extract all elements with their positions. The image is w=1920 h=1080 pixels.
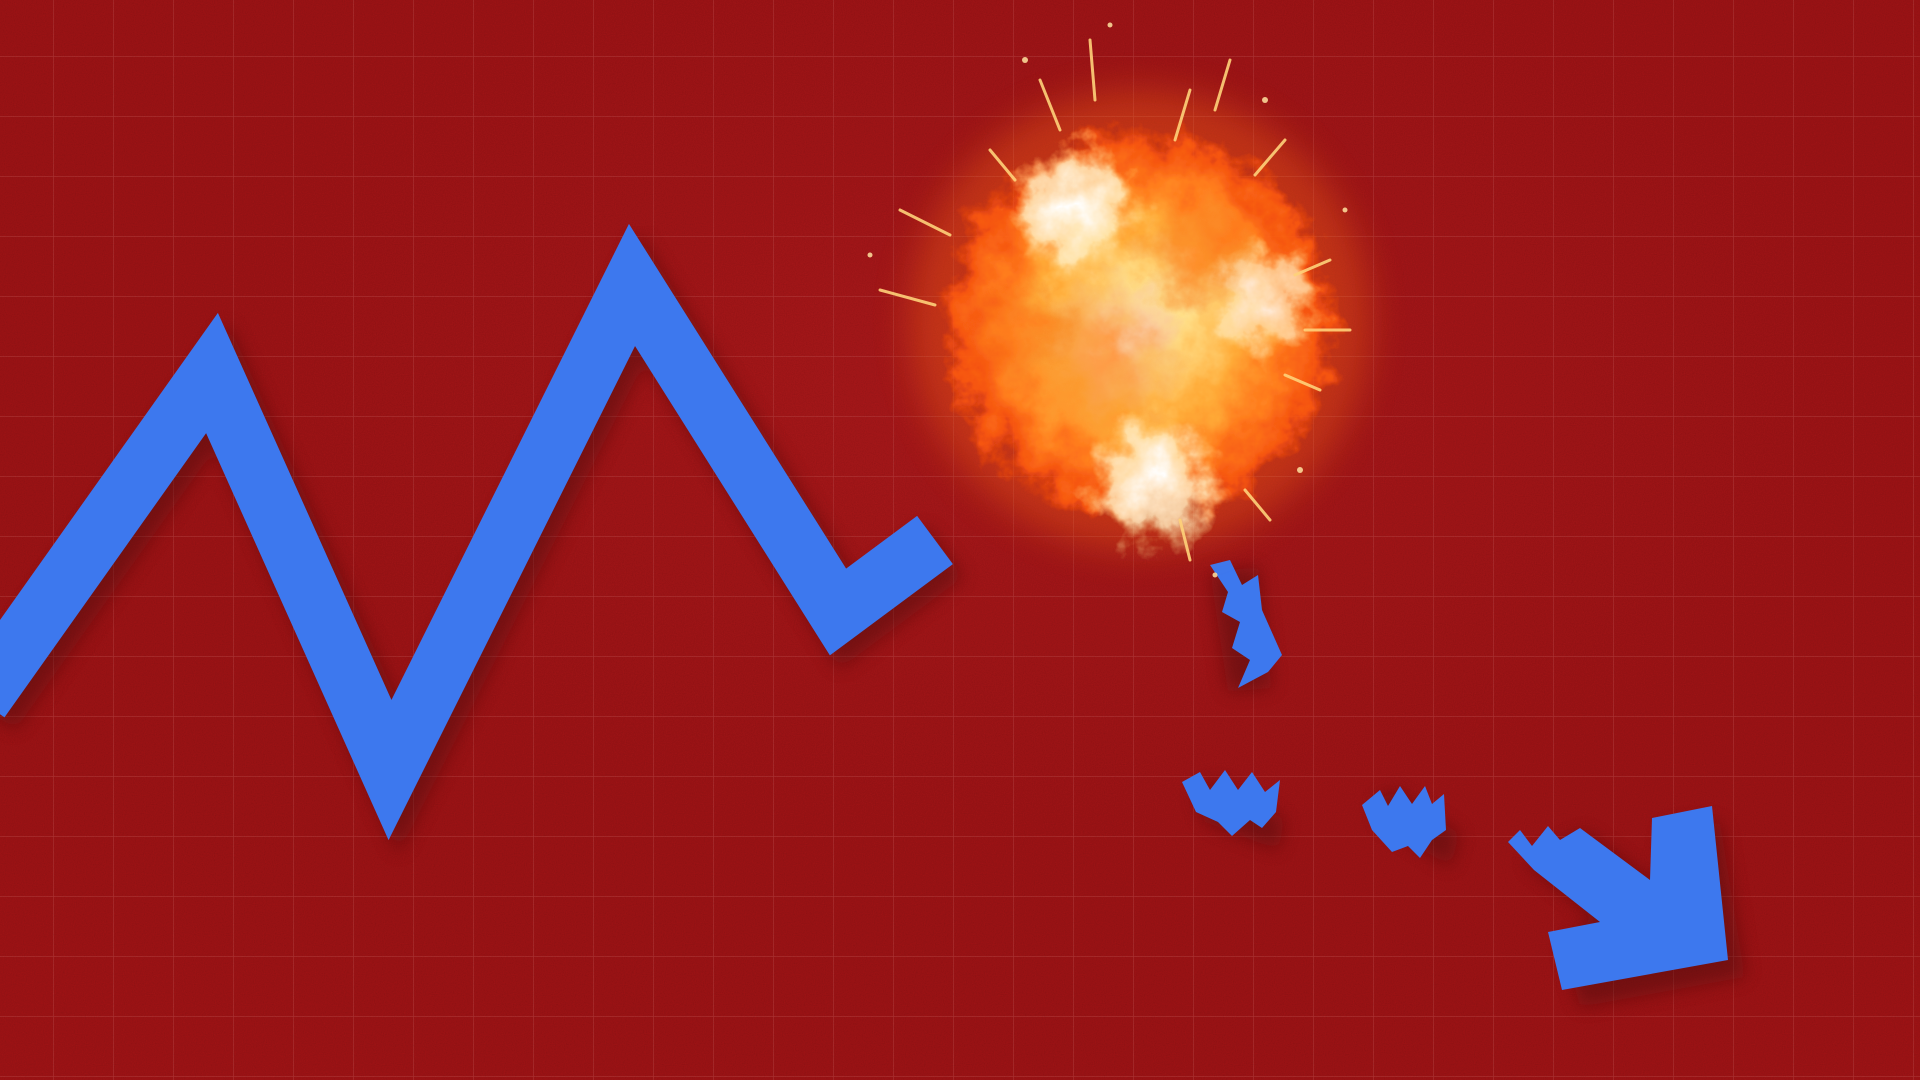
explosion-icon (867, 22, 1370, 578)
arrow-fragment-icon (1362, 786, 1446, 858)
trend-arrow-icon (0, 223, 953, 841)
arrowhead-icon (1508, 806, 1728, 990)
arrow-fragment-icon (1182, 770, 1280, 836)
arrow-fragment-icon (1210, 560, 1282, 688)
